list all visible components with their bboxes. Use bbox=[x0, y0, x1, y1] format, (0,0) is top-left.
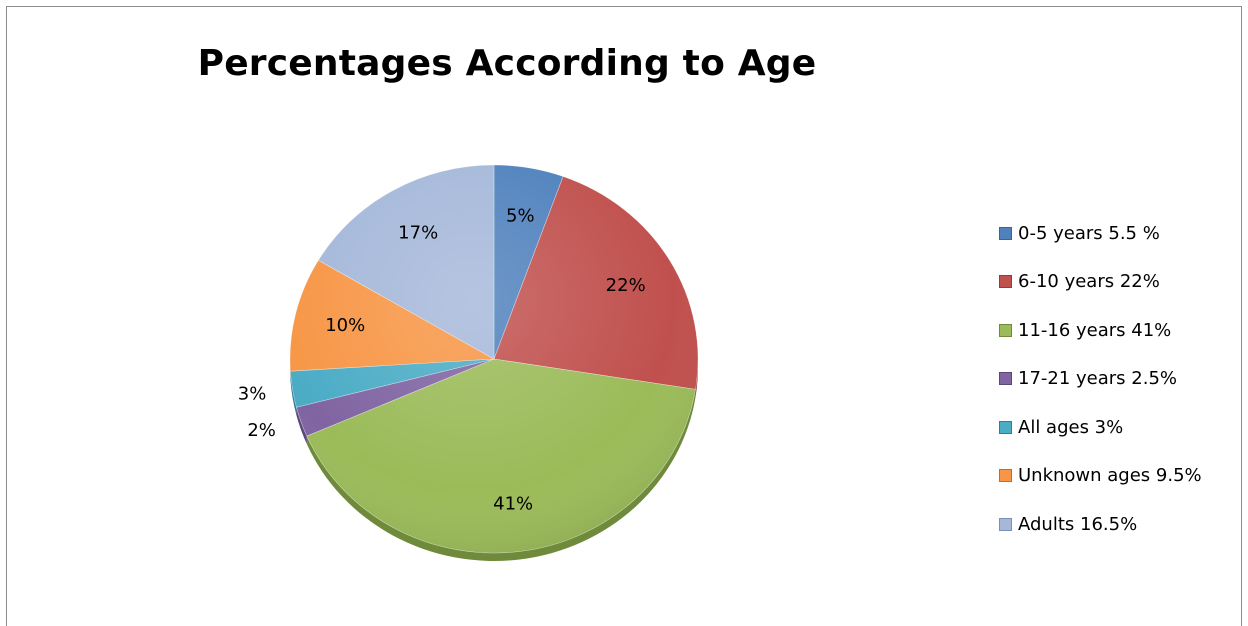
pie-label-6-10-years-22: 22% bbox=[606, 275, 646, 296]
legend-label-11-16-years: 11-16 years 41% bbox=[1018, 320, 1171, 341]
legend-swatch-6-10-years bbox=[999, 275, 1012, 288]
legend-item-adults: Adults 16.5% bbox=[999, 500, 1248, 549]
legend-swatch-17-21-years bbox=[999, 372, 1012, 385]
chart-area: Percentages According to Age 5%22%41%2%3… bbox=[6, 6, 1242, 626]
legend-label-0-5-years: 0-5 years 5.5 % bbox=[1018, 223, 1160, 244]
pie-label-all-ages-3: 3% bbox=[238, 383, 267, 404]
legend-label-6-10-years: 6-10 years 22% bbox=[1018, 271, 1160, 292]
pie-chart: 5% 22% 41% 2% 3% 10% 17% bbox=[7, 7, 1007, 607]
pie-label-17-21-years-2-5: 2% bbox=[247, 420, 276, 441]
legend-swatch-all-ages bbox=[999, 421, 1012, 434]
legend-item-unknown-ages: Unknown ages 9.5% bbox=[999, 452, 1248, 501]
legend-swatch-adults bbox=[999, 518, 1012, 531]
legend-item-6-10-years: 6-10 years 22% bbox=[999, 258, 1248, 307]
legend-item-11-16-years: 11-16 years 41% bbox=[999, 306, 1248, 355]
legend-item-17-21-years: 17-21 years 2.5% bbox=[999, 355, 1248, 404]
legend-swatch-unknown-ages bbox=[999, 469, 1012, 482]
legend-swatch-0-5-years bbox=[999, 227, 1012, 240]
legend-label-all-ages: All ages 3% bbox=[1018, 417, 1123, 438]
legend-item-all-ages: All ages 3% bbox=[999, 403, 1248, 452]
legend-label-17-21-years: 17-21 years 2.5% bbox=[1018, 368, 1177, 389]
legend-swatch-11-16-years bbox=[999, 324, 1012, 337]
pie-label-adults-16-5: 17% bbox=[398, 223, 438, 244]
legend-label-adults: Adults 16.5% bbox=[1018, 514, 1137, 535]
legend-label-unknown-ages: Unknown ages 9.5% bbox=[1018, 465, 1202, 486]
pie-label-0-5-years-5-5: 5% bbox=[506, 206, 535, 227]
pie-label-unknown-ages-9-5: 10% bbox=[325, 315, 365, 336]
pie-label-11-16-years-41: 41% bbox=[493, 493, 533, 514]
legend-item-0-5-years: 0-5 years 5.5 % bbox=[999, 209, 1248, 258]
legend: 0-5 years 5.5 % 6-10 years 22% 11-16 yea… bbox=[999, 209, 1248, 549]
